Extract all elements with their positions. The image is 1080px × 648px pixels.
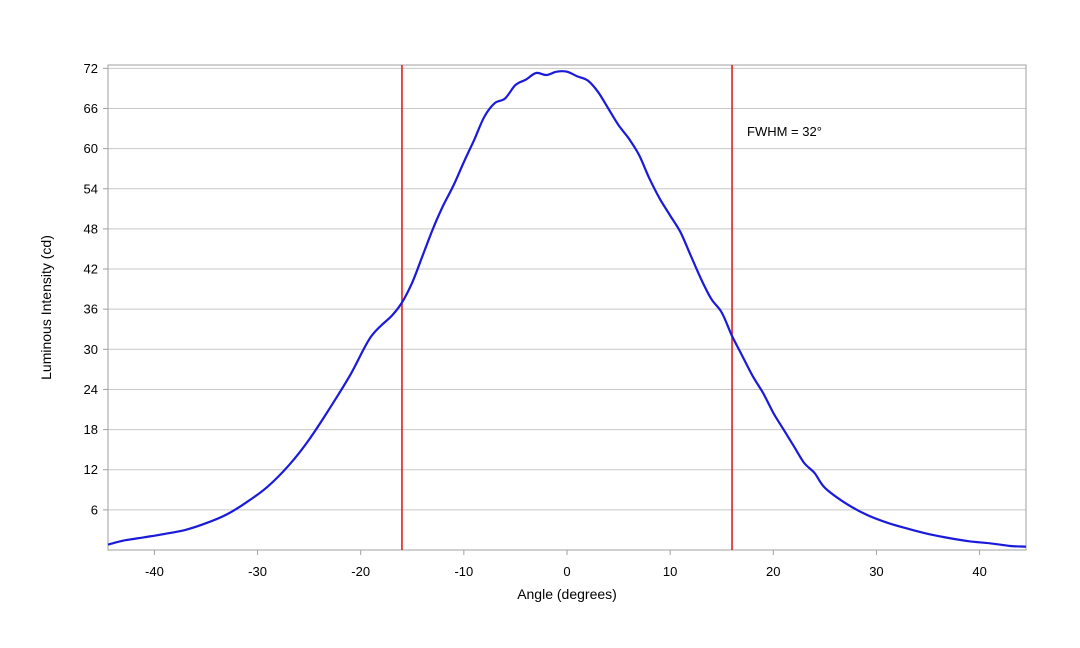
y-tick-label: 30 — [84, 342, 98, 357]
grid-lines — [108, 67, 1026, 511]
x-tick-label: 0 — [563, 564, 570, 579]
y-tick-label: 36 — [84, 302, 98, 317]
x-tick-label: -30 — [248, 564, 267, 579]
y-tick-label: 54 — [84, 181, 98, 196]
series-line — [107, 70, 1027, 548]
series-layer — [107, 70, 1027, 548]
x-tick-label: -40 — [145, 564, 164, 579]
y-tick-label: 42 — [84, 262, 98, 277]
fwhm-annotation: FWHM = 32° — [747, 124, 822, 139]
y-tick-label: 24 — [84, 382, 98, 397]
y-tick-label: 12 — [84, 462, 98, 477]
y-tick-labels: 6 12 18 24 30 36 42 48 54 60 66 72 — [84, 61, 108, 517]
y-tick-label: 66 — [84, 101, 98, 116]
y-tick-label: 18 — [84, 422, 98, 437]
fwhm-markers — [401, 65, 733, 550]
y-tick-label: 48 — [84, 221, 98, 236]
plot-frame — [107, 64, 1027, 551]
x-axis-title: Angle (degrees) — [517, 586, 617, 602]
x-tick-label: 40 — [972, 564, 986, 579]
y-axis-title: Luminous Intensity (cd) — [38, 235, 54, 380]
y-tick-label: 60 — [84, 141, 98, 156]
y-tick-label: 72 — [84, 61, 98, 76]
y-tick-label: 6 — [91, 502, 98, 517]
x-tick-label: -20 — [351, 564, 370, 579]
x-tick-label: 30 — [869, 564, 883, 579]
x-tick-label: 20 — [766, 564, 780, 579]
x-tick-labels: -40 -30 -20 -10 0 10 20 30 40 — [145, 550, 987, 579]
x-tick-label: 10 — [663, 564, 677, 579]
x-tick-label: -10 — [454, 564, 473, 579]
